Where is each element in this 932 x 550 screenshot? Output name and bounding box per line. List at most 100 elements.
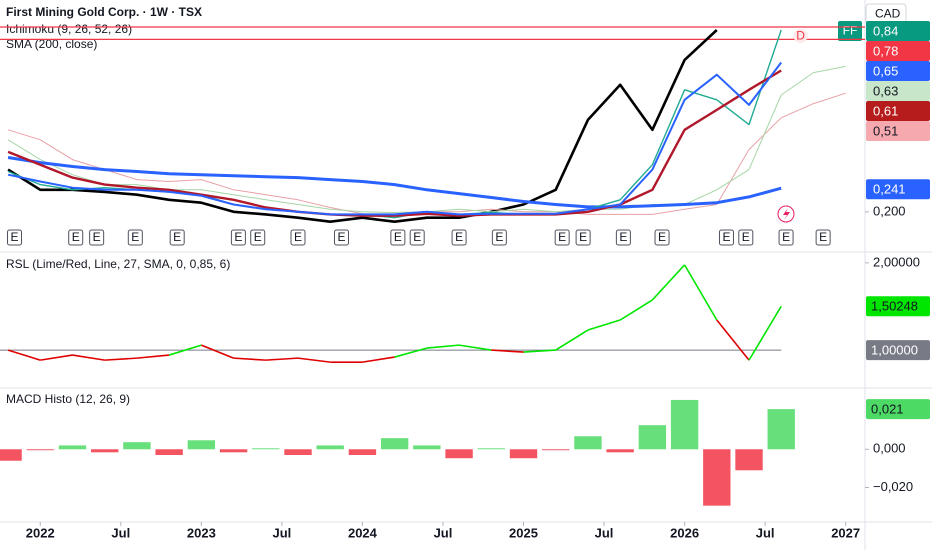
- y-tick-label: 2,00000: [873, 254, 920, 269]
- current-value-label: 1,50248: [871, 299, 918, 314]
- indicator-segment: [716, 319, 750, 361]
- pane-title: RSL (Lime/Red, Line, 27, SMA, 0, 0,85, 6…: [6, 257, 230, 271]
- symbol-badge-text[interactable]: FF: [843, 24, 858, 38]
- histogram-bar: [284, 449, 312, 455]
- symbol-title: First Mining Gold Corp. · 1W · TSX: [6, 5, 202, 19]
- earnings-marker: [738, 229, 754, 246]
- price-label: 0,63: [873, 83, 898, 98]
- earnings-marker-label: E: [579, 230, 587, 244]
- current-value-box: [866, 296, 930, 317]
- price-label-box: [866, 20, 930, 41]
- earnings-marker: [68, 229, 84, 246]
- symbol-badge[interactable]: [838, 21, 862, 41]
- earnings-marker: [250, 229, 266, 246]
- dividend-marker: [793, 29, 808, 43]
- current-value-label: 0,021: [871, 402, 904, 417]
- y-tick-label: 0,000: [873, 441, 906, 456]
- series-line: [7, 69, 782, 217]
- price-label-box: [866, 100, 930, 121]
- histogram-bar: [0, 449, 22, 461]
- histogram-bar: [574, 436, 602, 450]
- earnings-marker: [778, 229, 794, 246]
- earnings-marker: [290, 229, 306, 246]
- current-value-box: [866, 399, 930, 420]
- price-label: 0,61: [873, 103, 898, 118]
- indicator-segment: [458, 344, 492, 351]
- legend-item: SMA (200, close): [6, 37, 97, 51]
- histogram-bar: [445, 449, 473, 459]
- histogram-bar: [26, 449, 54, 451]
- indicator-segment: [491, 349, 524, 353]
- indicator-segment: [587, 319, 621, 331]
- earnings-marker: [815, 229, 831, 246]
- histogram-bar: [316, 445, 344, 450]
- x-tick-label: 2022: [26, 525, 55, 540]
- earnings-marker-label: E: [173, 230, 181, 244]
- indicator-segment: [72, 354, 105, 361]
- earnings-marker: [230, 229, 246, 246]
- histogram-bar: [348, 449, 377, 455]
- indicator-segment: [233, 357, 266, 361]
- price-label: 0,78: [873, 43, 898, 58]
- x-tick-label: Jul: [595, 525, 614, 540]
- series-line: [7, 29, 718, 223]
- currency[interactable]: CAD: [875, 7, 901, 21]
- indicator-segment: [683, 264, 718, 321]
- earnings-marker-label: E: [455, 230, 463, 244]
- x-tick-label: Jul: [756, 525, 775, 540]
- histogram-bar: [380, 438, 409, 450]
- earnings-marker-label: E: [294, 230, 302, 244]
- earnings-marker: [575, 229, 591, 246]
- price-label-box: [866, 120, 930, 141]
- histogram-bar: [509, 449, 538, 459]
- earnings-marker-label: E: [413, 230, 421, 244]
- earnings-marker: [554, 229, 570, 246]
- earnings-marker-label: E: [819, 230, 827, 244]
- histogram-bar: [123, 442, 151, 450]
- earnings-marker: [615, 229, 631, 246]
- indicator-segment: [748, 305, 782, 361]
- indicator-segment: [40, 354, 73, 361]
- earnings-marker: [6, 229, 22, 246]
- x-tick-label: 2025: [509, 525, 538, 540]
- indicator-segment: [619, 299, 653, 321]
- earnings-marker-label: E: [93, 230, 101, 244]
- x-tick-label: 2027: [831, 525, 860, 540]
- price-label: 0,84: [873, 23, 898, 38]
- earnings-marker-label: E: [619, 230, 627, 244]
- indicator-segment: [7, 349, 41, 361]
- histogram-bar: [219, 449, 248, 453]
- baseline-label-box: [866, 340, 930, 361]
- histogram-bar: [542, 449, 570, 451]
- earnings-marker-label: E: [254, 230, 262, 244]
- histogram-bar: [252, 448, 280, 450]
- earnings-marker-label: E: [558, 230, 566, 244]
- histogram-bar: [187, 440, 216, 450]
- indicator-segment: [168, 344, 202, 356]
- earnings-marker: [654, 229, 670, 246]
- news-icon-bolt: [783, 208, 790, 220]
- indicator-segment: [523, 349, 556, 353]
- earnings-marker: [491, 229, 507, 246]
- earnings-marker-label: E: [495, 230, 503, 244]
- histogram-bar: [155, 449, 183, 455]
- indicator-segment: [426, 344, 460, 349]
- earnings-marker: [89, 229, 105, 246]
- x-tick-label: 2024: [348, 525, 378, 540]
- x-tick-label: Jul: [434, 525, 453, 540]
- earnings-marker: [169, 229, 185, 246]
- x-tick-label: Jul: [272, 525, 291, 540]
- earnings-marker-label: E: [337, 230, 345, 244]
- series-line: [7, 156, 782, 209]
- histogram-bar: [413, 445, 441, 450]
- earnings-marker: [127, 229, 143, 246]
- histogram-bar: [477, 448, 505, 450]
- price-label-box: [866, 60, 930, 81]
- y-tick-label: 0,200: [873, 203, 906, 218]
- earnings-marker: [451, 229, 467, 246]
- y-tick-label: −0,020: [873, 479, 913, 494]
- x-tick-label: 2023: [187, 525, 216, 540]
